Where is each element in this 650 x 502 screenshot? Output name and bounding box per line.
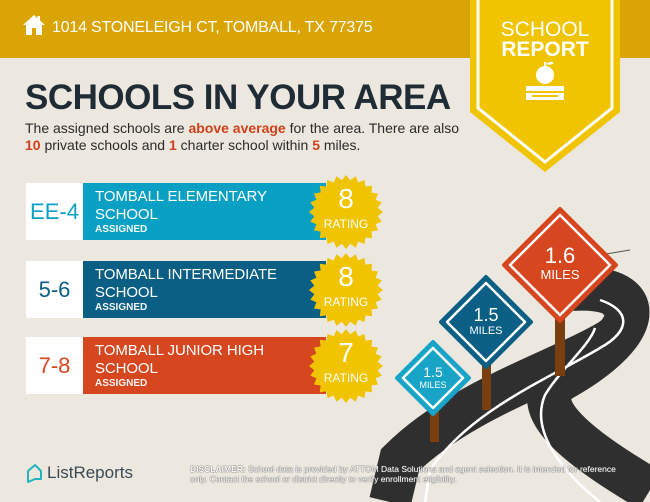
school-name: TOMBALL ELEMENTARY SCHOOL — [95, 188, 267, 223]
school-name: TOMBALL INTERMEDIATE SCHOOL — [95, 266, 277, 301]
property-address: 1014 STONELEIGH CT, TOMBALL, TX 77375 — [52, 19, 373, 36]
grade-range: 7-8 — [26, 337, 83, 394]
listreports-logo-icon — [27, 464, 42, 483]
school-card[interactable]: 7-8 TOMBALL JUNIOR HIGH SCHOOL ASSIGNED … — [26, 329, 383, 403]
road-sign — [502, 207, 618, 323]
rating-value: 8 — [338, 261, 354, 292]
home-icon — [23, 15, 45, 35]
rating-label: RATING — [323, 371, 369, 385]
rating-label: RATING — [323, 295, 369, 309]
grade-range: 5-6 — [26, 261, 83, 318]
listreports-logo: ListReports — [25, 463, 133, 483]
summary-text: The assigned schools are above average f… — [25, 120, 460, 153]
road-sign — [395, 340, 471, 416]
sign-post — [555, 310, 565, 376]
distance-value: 1.5 — [423, 364, 443, 381]
school-info: TOMBALL INTERMEDIATE SCHOOL ASSIGNED — [83, 261, 326, 318]
sign-post — [482, 360, 491, 410]
school-name: TOMBALL JUNIOR HIGH SCHOOL — [95, 342, 264, 377]
rating-seal: 7 RATING — [309, 329, 383, 403]
school-info: TOMBALL ELEMENTARY SCHOOL ASSIGNED — [83, 183, 326, 240]
school-status: ASSIGNED — [95, 224, 148, 235]
seal-icon — [309, 329, 383, 403]
distance-value: 1.5 — [473, 304, 499, 325]
distance-sign[interactable]: 1.5 MILES — [446, 306, 526, 338]
road-sign — [439, 275, 533, 369]
distance-value: 1.6 — [544, 243, 576, 269]
seal-icon — [309, 175, 383, 249]
rating-label: RATING — [323, 217, 369, 231]
road-sign-border — [508, 213, 612, 317]
school-status: ASSIGNED — [95, 302, 148, 313]
seal-icon — [309, 253, 383, 327]
distance-unit: MILES — [469, 324, 503, 337]
distance-unit: MILES — [419, 380, 447, 391]
grade-range: EE-4 — [26, 183, 83, 240]
rating-value: 7 — [338, 337, 354, 368]
page-title: SCHOOLS IN YOUR AREA — [25, 78, 451, 117]
school-info: TOMBALL JUNIOR HIGH SCHOOL ASSIGNED — [83, 337, 326, 394]
road-sign-border — [401, 346, 465, 410]
distance-sign[interactable]: 1.6 MILES — [520, 245, 600, 283]
distance-unit: MILES — [540, 267, 580, 283]
logo-text: ListReports — [47, 463, 133, 482]
badge-text: SCHOOL REPORT — [500, 18, 590, 61]
school-card[interactable]: EE-4 TOMBALL ELEMENTARY SCHOOL ASSIGNED … — [26, 175, 383, 249]
distance-sign[interactable]: 1.5 MILES — [393, 365, 473, 391]
school-card[interactable]: 5-6 TOMBALL INTERMEDIATE SCHOOL ASSIGNED… — [26, 253, 383, 327]
disclaimer: DISCLAIMER: School data is provided by A… — [190, 464, 616, 484]
school-status: ASSIGNED — [95, 378, 148, 389]
rating-value: 8 — [338, 183, 354, 214]
school-report-badge — [470, 0, 620, 172]
road-sign-border — [445, 281, 527, 363]
apple-books-icon — [526, 61, 564, 100]
sign-post — [430, 400, 439, 442]
rating-seal: 8 RATING — [309, 175, 383, 249]
rating-seal: 8 RATING — [309, 253, 383, 327]
